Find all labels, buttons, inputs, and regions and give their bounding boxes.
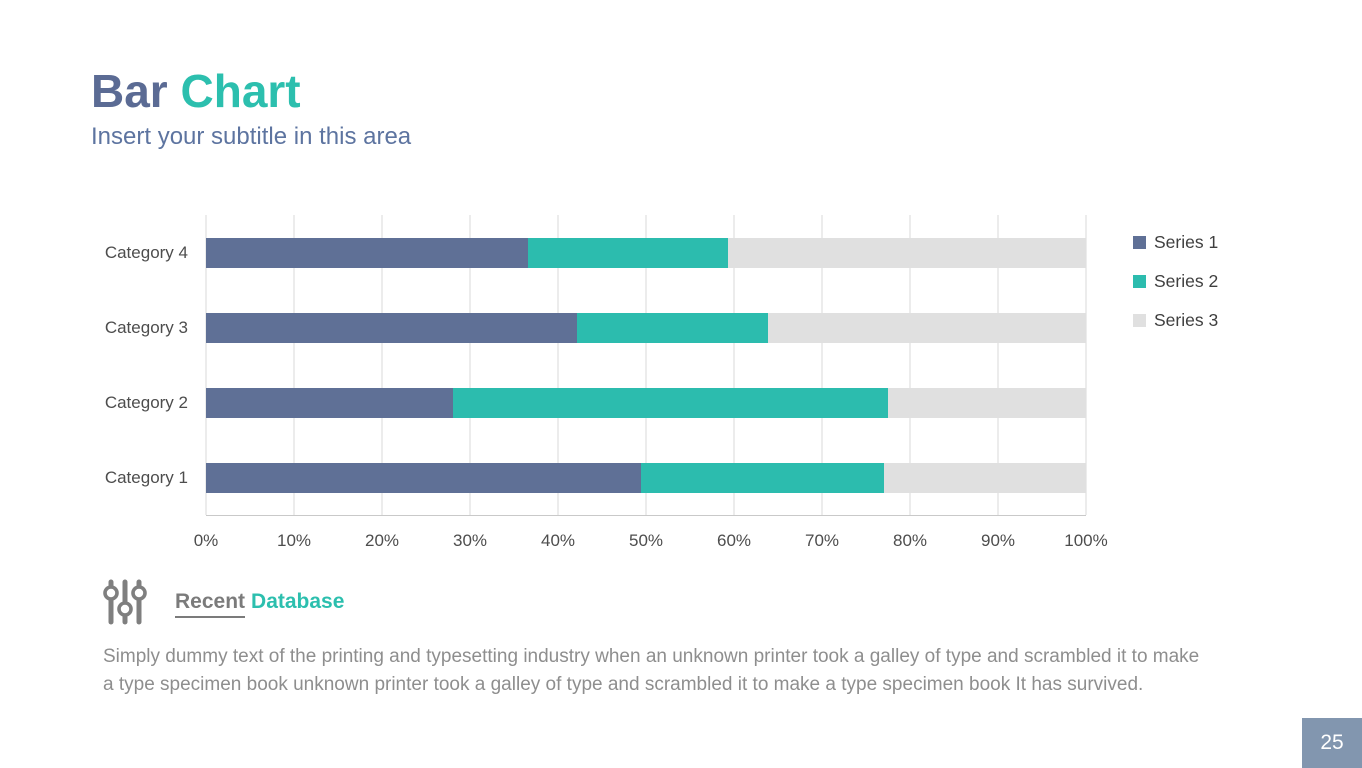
legend-item: Series 3 [1133,309,1218,331]
legend-label: Series 3 [1154,309,1219,330]
recent-database-link[interactable]: Recent Database [103,578,344,626]
x-axis-label: 40% [540,531,576,550]
x-axis-label: 20% [364,531,400,550]
header: Bar Chart Insert your subtitle in this a… [91,66,411,151]
legend-label: Series 2 [1154,270,1219,291]
category-label: Category 2 [104,392,188,412]
gridline [1085,215,1087,515]
x-axis-label: 90% [980,531,1016,550]
bar-segment-series-1 [206,312,578,343]
gridline [645,215,647,515]
bar-segment-series-2 [527,237,729,268]
gridline [733,215,735,515]
category-label: Category 4 [104,242,188,262]
legend-label: Series 1 [1154,231,1219,252]
legend-marker [1133,235,1146,249]
bar-segment-series-3 [888,387,1086,418]
bar-segment-series-2 [453,387,889,418]
x-axis-label: 100% [1064,531,1108,550]
x-axis-label: 50% [628,531,664,550]
page-title: Bar Chart [91,66,411,117]
bar-row: Category 1 [105,462,1086,493]
gridline [293,215,295,515]
gridline [909,215,911,515]
category-label: Category 1 [104,467,188,487]
gridline [205,215,207,515]
page-number: 25 [1320,731,1344,754]
bar-row: Category 3 [105,312,1086,343]
gridline [469,215,471,515]
bar-row: Category 2 [105,387,1086,418]
page-title-accent: Chart [180,65,301,117]
bar-segment-series-1 [206,387,454,418]
plot-area: Category 4 Category 3 Category 2 Category 1 [105,215,1087,516]
gridline [821,215,823,515]
bar-row: Category 4 [105,237,1086,268]
bar-segment-series-1 [206,237,528,268]
page-title-primary: Bar [91,65,168,117]
legend-marker [1133,313,1146,327]
x-axis-label: 70% [804,531,840,550]
gridline [557,215,559,515]
legend: Series 1 Series 2 Series 3 [1133,231,1218,348]
legend-marker [1133,274,1146,288]
page-number-box: 25 [1302,718,1362,768]
x-axis: 0% 10% 20% 30% 40% 50% 60% 70% 80% 90% 100% [194,531,1108,555]
bar-segment-series-3 [728,237,1086,268]
page-subtitle: Insert your subtitle in this area [91,122,412,150]
bar-segment-series-3 [767,312,1086,343]
gridline [997,215,999,515]
legend-item: Series 1 [1133,231,1218,253]
category-label: Category 3 [104,317,188,337]
bar-segment-series-1 [206,462,641,493]
x-axis-label: 10% [276,531,312,550]
bar-segment-series-3 [883,462,1086,493]
bar-segment-series-2 [577,312,768,343]
x-axis-label: 30% [452,531,488,550]
x-axis-label: 60% [716,531,752,550]
x-axis-label: 0% [193,531,219,550]
bar-segment-series-2 [640,462,884,493]
legend-item: Series 2 [1133,270,1218,292]
recent-label[interactable]: Recent [175,590,246,618]
database-label[interactable]: Database [251,590,345,613]
gridline [381,215,383,515]
x-axis-label: 80% [892,531,928,550]
sliders-icon [103,579,147,625]
body-paragraph: Simply dummy text of the printing and ty… [103,646,1200,695]
